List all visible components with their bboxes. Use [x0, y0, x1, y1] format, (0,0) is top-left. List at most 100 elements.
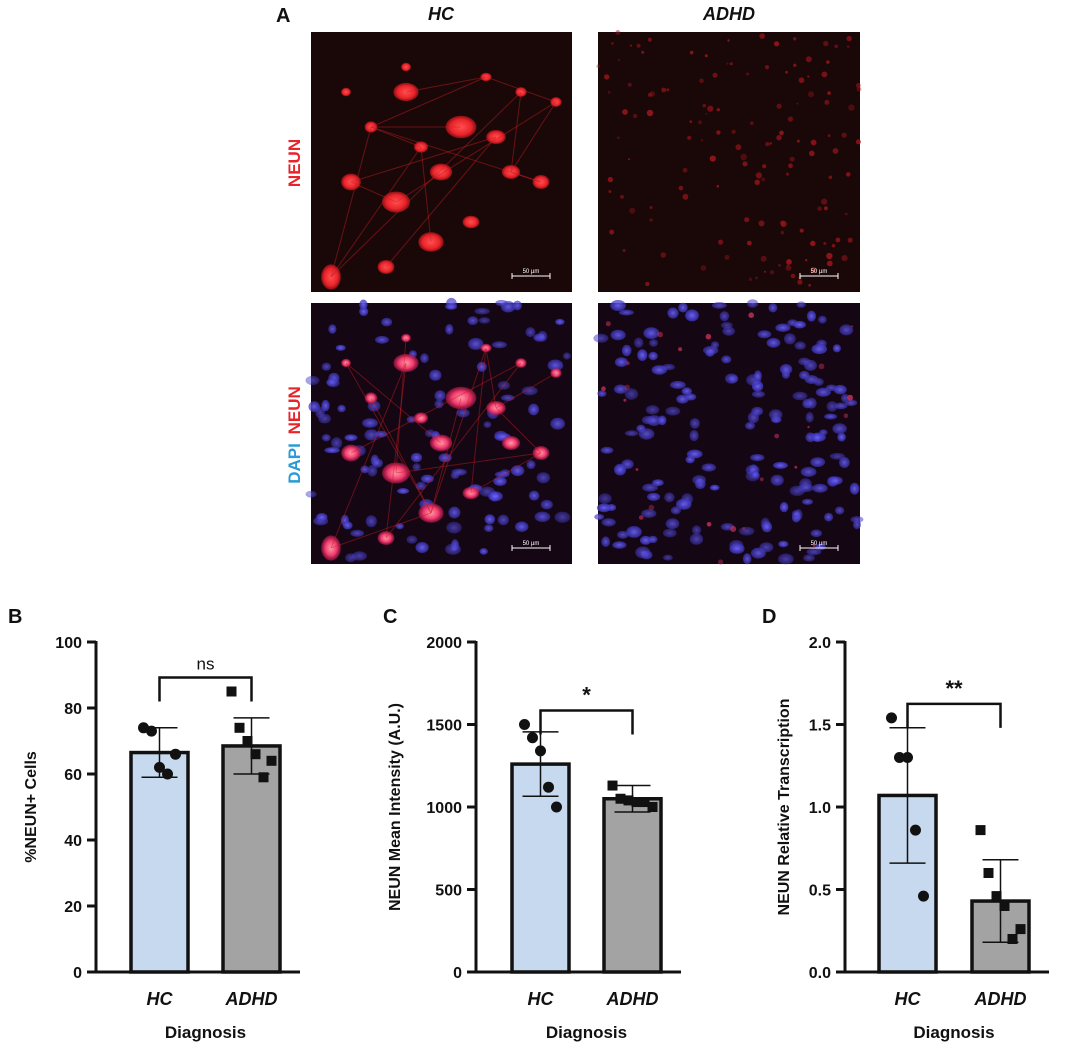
neun-signal [758, 220, 765, 227]
neun-signal [786, 259, 792, 265]
dapi-nucleus [770, 474, 784, 486]
dapi-nucleus [448, 506, 461, 519]
neurite [395, 101, 557, 203]
dapi-nucleus [684, 393, 697, 401]
dapi-nucleus [555, 318, 565, 325]
dapi-nucleus [751, 406, 764, 416]
bar-adhd [221, 744, 282, 974]
dapi-nucleus [350, 529, 365, 537]
neun-signal [770, 270, 775, 275]
dapi-nucleus [521, 386, 538, 396]
y-tick-label: 40 [64, 833, 82, 850]
neun-signal [647, 37, 652, 42]
neun-signal [742, 161, 748, 167]
neun-signal [780, 220, 787, 227]
neun-signal [823, 206, 828, 211]
neun-signal [627, 82, 632, 87]
neun-signal [796, 139, 800, 143]
dapi-nucleus [791, 510, 801, 518]
dapi-nucleus [601, 536, 611, 547]
neun-signal [660, 252, 667, 258]
data-point-adhd [242, 736, 253, 746]
dapi-nucleus [692, 475, 707, 485]
column-label-hc: HC [428, 4, 455, 24]
dapi-nucleus [839, 457, 850, 468]
neun-signal [724, 254, 730, 260]
neun-signal [776, 103, 782, 109]
x-tick-label-hc: HC [147, 989, 174, 1009]
neun-signal [687, 135, 692, 140]
y-tick-label: 1000 [426, 800, 462, 817]
dapi-nucleus [367, 464, 378, 477]
neun-signal [841, 255, 848, 262]
dapi-nucleus [722, 326, 735, 336]
neun-signal [689, 120, 693, 123]
neurite [470, 347, 487, 494]
neun-signal [786, 172, 789, 176]
dapi-nucleus [811, 343, 828, 355]
y-axis-label: NEUN Mean Intensity (A.U.) [387, 703, 404, 911]
data-point-adhd [250, 749, 261, 760]
dapi-nucleus [641, 509, 657, 518]
neun-signal [748, 312, 754, 318]
dapi-nucleus [526, 460, 536, 470]
dapi-nucleus [720, 321, 733, 329]
neun-signal [716, 184, 720, 188]
dapi-nucleus [601, 518, 616, 527]
neun-signal [746, 72, 750, 76]
neun-signal [609, 229, 615, 235]
dapi-nucleus [547, 359, 564, 372]
neun-signal [835, 237, 841, 243]
dapi-nucleus [484, 514, 496, 525]
neurite [385, 362, 522, 539]
neun-signal [726, 62, 729, 65]
neun-signal [645, 281, 650, 287]
neun-cell [480, 72, 492, 82]
neun-signal [748, 277, 753, 281]
x-tick-label-adhd: ADHD [225, 989, 278, 1009]
dapi-nucleus [483, 421, 492, 428]
dapi-nucleus [667, 307, 679, 319]
chart-panel-c: C 0 500 1000 1500 2000 NEUN Mean Intensity (A.… [383, 606, 681, 1042]
dapi-nucleus [686, 449, 703, 459]
scale-bar-label: 50 µm [523, 541, 540, 547]
neun-signal [641, 50, 645, 54]
neun-signal [787, 116, 794, 122]
scale-bar-label: 50 µm [811, 541, 828, 547]
neun-signal [779, 130, 784, 136]
neun-signal [657, 331, 663, 338]
dapi-nucleus [810, 457, 826, 467]
neun-cell [364, 392, 378, 404]
dapi-nucleus [810, 529, 822, 538]
row-label-neun: NEUN [285, 139, 304, 187]
neun-signal [623, 398, 627, 402]
column-label-adhd: ADHD [702, 4, 755, 24]
dapi-nucleus [729, 543, 745, 554]
neun-signal [624, 384, 630, 391]
neun-cell [321, 264, 341, 290]
data-point-adhd [1007, 934, 1018, 944]
dapi-nucleus [721, 355, 732, 364]
neun-signal [622, 248, 626, 253]
dapi-nucleus [834, 506, 845, 515]
neun-signal [807, 75, 810, 78]
neun-signal [827, 91, 831, 95]
neun-signal [704, 54, 708, 58]
dapi-nucleus [738, 526, 755, 536]
neun-signal [780, 230, 784, 235]
dapi-nucleus [444, 303, 458, 310]
neun-signal [856, 86, 862, 92]
neun-signal [793, 63, 797, 67]
dapi-nucleus [837, 432, 846, 442]
dapi-nucleus [456, 408, 470, 418]
neun-signal [727, 39, 730, 42]
dapi-nucleus [420, 353, 429, 364]
dapi-nucleus [777, 553, 794, 565]
dapi-nucleus [451, 468, 467, 476]
y-tick-label: 2.0 [809, 635, 831, 652]
dapi-nucleus [395, 523, 404, 530]
neun-signal [765, 141, 770, 147]
neurite [430, 397, 462, 514]
neun-signal [841, 132, 847, 138]
neun-signal [798, 77, 805, 83]
